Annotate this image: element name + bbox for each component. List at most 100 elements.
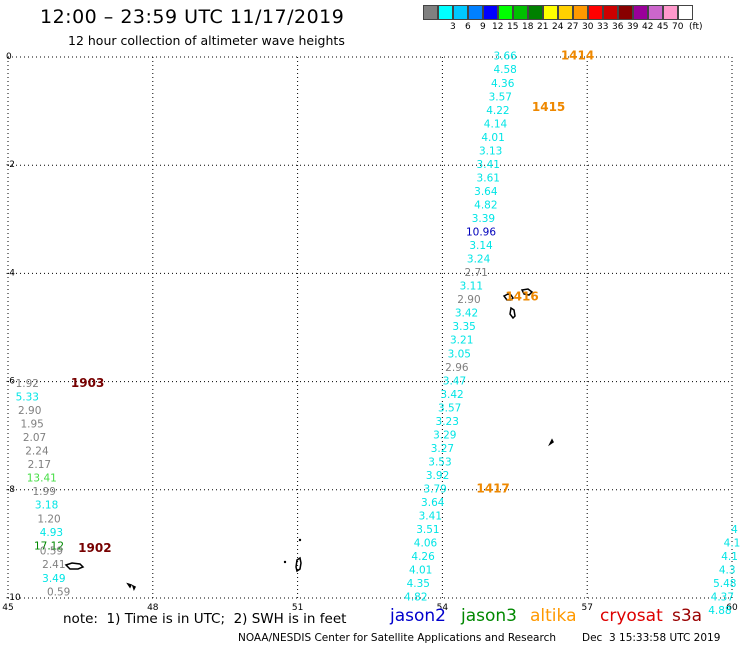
swh-value: 3.57 [438,402,461,414]
legend-swatch [633,5,648,20]
legend-label: 30 [582,22,594,32]
footer-timestamp: Dec 3 15:33:58 UTC 2019 [582,632,721,644]
legend-swatch [663,5,678,20]
legend-swatch [558,5,573,20]
color-scale-legend [423,5,693,20]
swh-value: 3.21 [450,335,473,347]
swh-value: 3.42 [440,389,463,401]
time-label: 1416 [505,289,538,303]
legend-label: 36 [612,22,624,32]
legend-swatch [423,5,438,20]
legend-label: 3 [450,22,456,32]
legend-swatch [453,5,468,20]
swh-value: 4.3 [719,565,736,577]
swh-value: 3.79 [423,484,446,496]
island [126,582,133,589]
legend-label: 6 [465,22,471,32]
swh-value: 2.90 [457,294,480,306]
lon-tick-label: 57 [581,603,592,613]
swh-value: 3.24 [467,254,491,266]
seychelles-island [520,288,534,296]
island [548,438,554,447]
swh-value: 3.64 [474,186,498,198]
legend-swatch [618,5,633,20]
swh-value: 3.35 [452,321,475,333]
time-label: 1902 [78,541,111,555]
swh-value: 3.29 [433,429,456,441]
time-label: 1415 [532,100,565,114]
swh-value: 2.24 [25,446,49,458]
swh-value: 4.1 [724,538,740,550]
swh-value: 1.95 [20,419,43,431]
swh-value: 3.49 [42,573,65,585]
legend-label: 42 [642,22,654,32]
swh-value: 3.41 [477,159,500,171]
swh-value: 4.58 [493,64,516,76]
swh-value: 3.14 [469,240,493,252]
swh-value: 3.92 [426,470,449,482]
legend-swatch [588,5,603,20]
swh-value: 4.06 [414,538,438,550]
legend-unit: (ft) [689,22,703,32]
lon-tick-label: 60 [726,603,738,613]
legend-swatch [543,5,558,20]
legend-swatch [483,5,498,20]
lat-tick-label: -2 [6,160,15,170]
legend-label: 45 [657,22,669,32]
swh-value: 3.23 [436,416,459,428]
swh-value: 3.41 [419,511,442,523]
swh-value: 3.61 [477,172,500,184]
page-title: 12:00 – 23:59 UTC 11/17/2019 [40,6,345,28]
lat-tick-label: 0 [6,52,12,62]
footer-note: note: 1) Time is in UTC; 2) SWH is in fe… [63,611,347,627]
swh-value: 4.14 [484,118,508,130]
legend-swatch [438,5,453,20]
swh-value: 3.13 [479,145,502,157]
island [298,538,302,542]
legend-label: 33 [597,22,609,32]
legend-swatch [678,5,693,20]
lon-tick-label: 48 [147,603,159,613]
satellite-s3a: s3a [672,606,703,626]
swh-value: 3.53 [428,456,451,468]
swh-value: 4.82 [474,199,497,211]
legend-swatch [603,5,618,20]
swh-value: 3.18 [35,500,58,512]
swh-value: 4.26 [411,551,435,563]
swh-value: 17.12 [34,540,64,552]
swh-value: 1.92 [16,378,39,390]
swh-value: 3.64 [421,497,445,509]
swh-value: 4.88 [708,605,731,617]
footer-credit: NOAA/NESDIS Center for Satellite Applica… [238,632,556,644]
satellite-altika: altika [530,606,577,626]
legend-swatch [468,5,483,20]
legend-label: 27 [567,22,579,32]
satellite-jason3: jason3 [461,606,517,626]
lat-tick-label: -4 [6,268,15,278]
swh-value: 0.59 [47,586,70,598]
swh-value: 2.96 [445,362,469,374]
island [283,560,287,564]
satellite-cryosat: cryosat [600,606,663,626]
page-subtitle: 12 hour collection of altimeter wave hei… [68,33,345,48]
swh-value: 4 [731,524,738,536]
legend-swatch [573,5,588,20]
legend-label: 70 [672,22,684,32]
swh-value: 3.39 [472,213,495,225]
time-label: 1417 [476,482,509,496]
swh-value: 4.93 [40,527,63,539]
legend-label: 39 [627,22,639,32]
island [131,584,137,591]
lon-tick-label: 54 [437,603,449,613]
satellite-jason2: jason2 [390,606,446,626]
swh-value: 4.36 [491,78,515,90]
swh-value: 2.41 [42,559,65,571]
legend-label: 9 [480,22,486,32]
swh-value: 3.47 [443,375,466,387]
swh-value: 1.20 [37,513,60,525]
legend-label: 21 [537,22,549,32]
swh-value: 4.35 [407,578,430,590]
legend-label: 18 [522,22,534,32]
